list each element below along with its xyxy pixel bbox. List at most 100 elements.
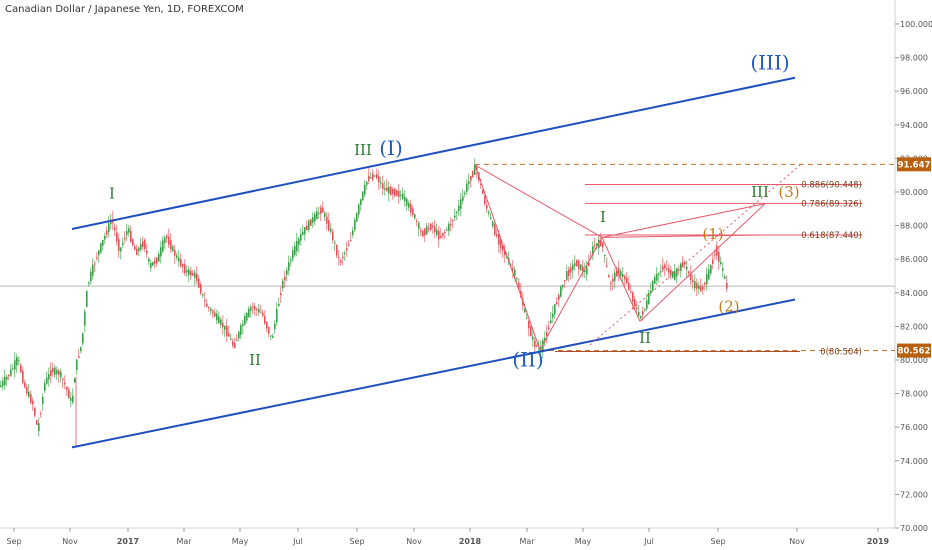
y-tick-label: 94.000 — [900, 121, 928, 130]
wave-label: (2) — [718, 297, 739, 315]
candle-body — [724, 276, 726, 279]
candle-body — [596, 243, 598, 247]
candle-body — [660, 271, 662, 273]
candle-body — [238, 331, 240, 339]
y-tick-label: 84.000 — [900, 289, 928, 298]
x-tick-label: 2017 — [117, 537, 139, 546]
candle-body — [686, 266, 688, 270]
candle-body — [502, 245, 504, 251]
candle-body — [408, 202, 410, 208]
pattern-line — [639, 203, 766, 322]
candle-body — [578, 261, 580, 270]
candle-body — [70, 398, 72, 401]
candle-body — [122, 243, 124, 245]
candle-body — [626, 278, 628, 284]
candle-body — [172, 246, 174, 252]
candle-body — [12, 368, 14, 370]
candle-body — [574, 263, 576, 266]
candle-body — [282, 280, 284, 289]
candle-body — [106, 230, 108, 235]
candle-body — [712, 259, 714, 264]
candle-body — [688, 271, 690, 274]
candle-body — [220, 319, 222, 326]
pattern-line — [601, 203, 766, 238]
candle-body — [164, 237, 166, 243]
candle-body — [490, 217, 492, 219]
candle-body — [600, 239, 602, 247]
candle-body — [586, 267, 588, 275]
candle-body — [40, 413, 42, 415]
candle-body — [594, 245, 596, 247]
candle-body — [692, 280, 694, 283]
candle-body — [120, 247, 122, 252]
candle-body — [634, 299, 636, 307]
fib-level-label: 0(80.504) — [820, 348, 862, 358]
candle-body — [72, 395, 74, 403]
candle-body — [416, 220, 418, 222]
candle-body — [136, 248, 138, 255]
candle-body — [668, 268, 670, 273]
candle-body — [630, 291, 632, 293]
candle-body — [380, 182, 382, 184]
y-tick-label: 80.000 — [900, 356, 928, 365]
candle-body — [342, 256, 344, 259]
candle-body — [682, 261, 684, 268]
candle-body — [272, 336, 274, 339]
candle-body — [260, 311, 262, 313]
candle-body — [330, 228, 332, 232]
candle-body — [90, 271, 92, 282]
candle-body — [98, 250, 100, 256]
candle-body — [632, 292, 634, 302]
candle-body — [544, 338, 546, 342]
candle-body — [76, 359, 78, 371]
candle-body — [206, 303, 208, 307]
candle-body — [498, 234, 500, 245]
x-tick-label: Nov — [789, 537, 805, 546]
candle-body — [264, 316, 266, 324]
candle-body — [460, 199, 462, 209]
candle-body — [444, 232, 446, 234]
x-tick-label: Mar — [519, 537, 535, 546]
candle-body — [46, 377, 48, 384]
x-tick-label: Sep — [349, 537, 364, 546]
candle-body — [718, 251, 720, 262]
candle-body — [364, 184, 366, 195]
candle-body — [308, 220, 310, 230]
candle-body — [294, 245, 296, 255]
candle-body — [350, 240, 352, 242]
candle-body — [482, 190, 484, 194]
candle-body — [88, 282, 90, 284]
candle-body — [60, 371, 62, 378]
wave-label: III — [354, 141, 372, 159]
candle-body — [332, 231, 334, 240]
candle-body — [126, 231, 128, 235]
candle-body — [296, 240, 298, 252]
candle-body — [192, 273, 194, 276]
candle-body — [150, 263, 152, 268]
candle-body — [610, 282, 612, 285]
candle-body — [16, 357, 18, 366]
candle-body — [566, 271, 568, 280]
price-tag-label: 80.562 — [898, 347, 931, 357]
candle-body — [418, 222, 420, 229]
fib-level-label: 0.618(87.440) — [801, 231, 862, 241]
candle-body — [494, 224, 496, 235]
candle-body — [624, 276, 626, 280]
candle-body — [214, 312, 216, 317]
candle-body — [352, 230, 354, 235]
candle-body — [14, 360, 16, 370]
candle-body — [356, 213, 358, 222]
chart-title: Canadian Dollar / Japanese Yen, 1D, FORE… — [5, 4, 244, 15]
candle-body — [696, 283, 698, 289]
candle-body — [374, 175, 376, 177]
candle-body — [292, 250, 294, 260]
candle-body — [44, 383, 46, 391]
candle-body — [168, 236, 170, 245]
candle-body — [8, 374, 10, 377]
candle-body — [100, 243, 102, 253]
candle-body — [314, 213, 316, 222]
candle-body — [464, 192, 466, 194]
pattern-line — [601, 237, 641, 322]
candle-body — [160, 247, 162, 257]
